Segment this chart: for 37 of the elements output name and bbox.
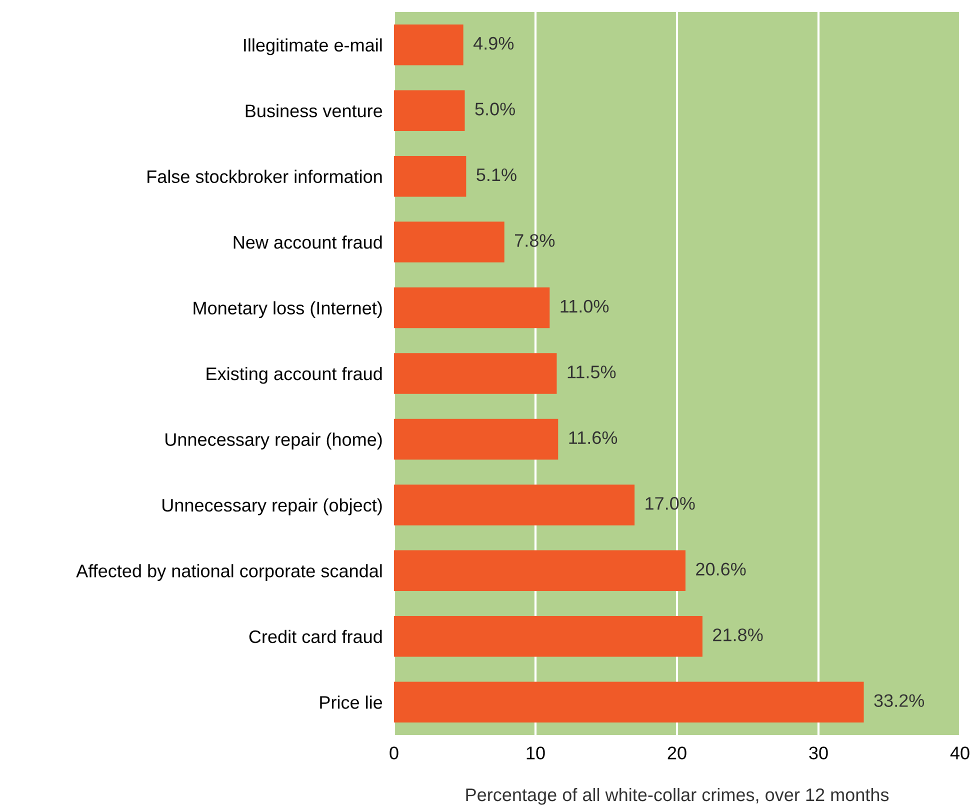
data-label: 4.9%	[473, 36, 514, 50]
bar	[394, 90, 465, 131]
y-tick-label: Illegitimate e-mail	[244, 38, 382, 56]
bar	[394, 616, 702, 657]
bar	[394, 484, 635, 526]
data-label: 11.5%	[568, 366, 616, 378]
bar	[394, 418, 558, 460]
y-tick-label: Unnecessary repair (object)	[162, 498, 382, 516]
data-label: 11.6%	[569, 431, 618, 444]
bar	[394, 222, 504, 262]
data-label: 11.0%	[560, 300, 609, 313]
x-tick-label: 0	[390, 746, 398, 760]
x-tick-label: 40	[950, 746, 970, 760]
x-tick-label: 10	[526, 746, 545, 760]
y-tick-label: Credit card fraud	[249, 630, 382, 644]
bar	[394, 287, 550, 328]
data-label: 33.2%	[874, 694, 924, 707]
y-tick-label: Price lie	[320, 696, 382, 709]
bar	[394, 156, 466, 197]
data-label: 20.6%	[696, 562, 746, 576]
y-tick-label: Unnecessary repair (home)	[166, 432, 382, 450]
bar	[394, 24, 464, 66]
data-label: 5.0%	[475, 102, 515, 116]
data-label: 5.1%	[476, 168, 516, 182]
y-tick-label: Monetary loss (Internet)	[194, 301, 382, 318]
y-tick-label: False stockbroker information	[148, 170, 382, 184]
bar	[394, 682, 864, 723]
bar	[394, 550, 686, 592]
y-tick-label: Existing account fraud	[206, 366, 382, 384]
data-label: 21.8%	[713, 628, 763, 642]
bar	[394, 353, 557, 394]
y-tick-label: New account fraud	[234, 236, 382, 249]
y-tick-label: Affected by national corporate scandal	[76, 564, 382, 581]
x-tick-label: 20	[668, 746, 686, 760]
x-axis-title: Percentage of all white-collar crimes, over 12 months	[466, 788, 889, 805]
y-tick-label: Business venture	[246, 104, 382, 118]
x-tick-label: 30	[809, 746, 828, 760]
